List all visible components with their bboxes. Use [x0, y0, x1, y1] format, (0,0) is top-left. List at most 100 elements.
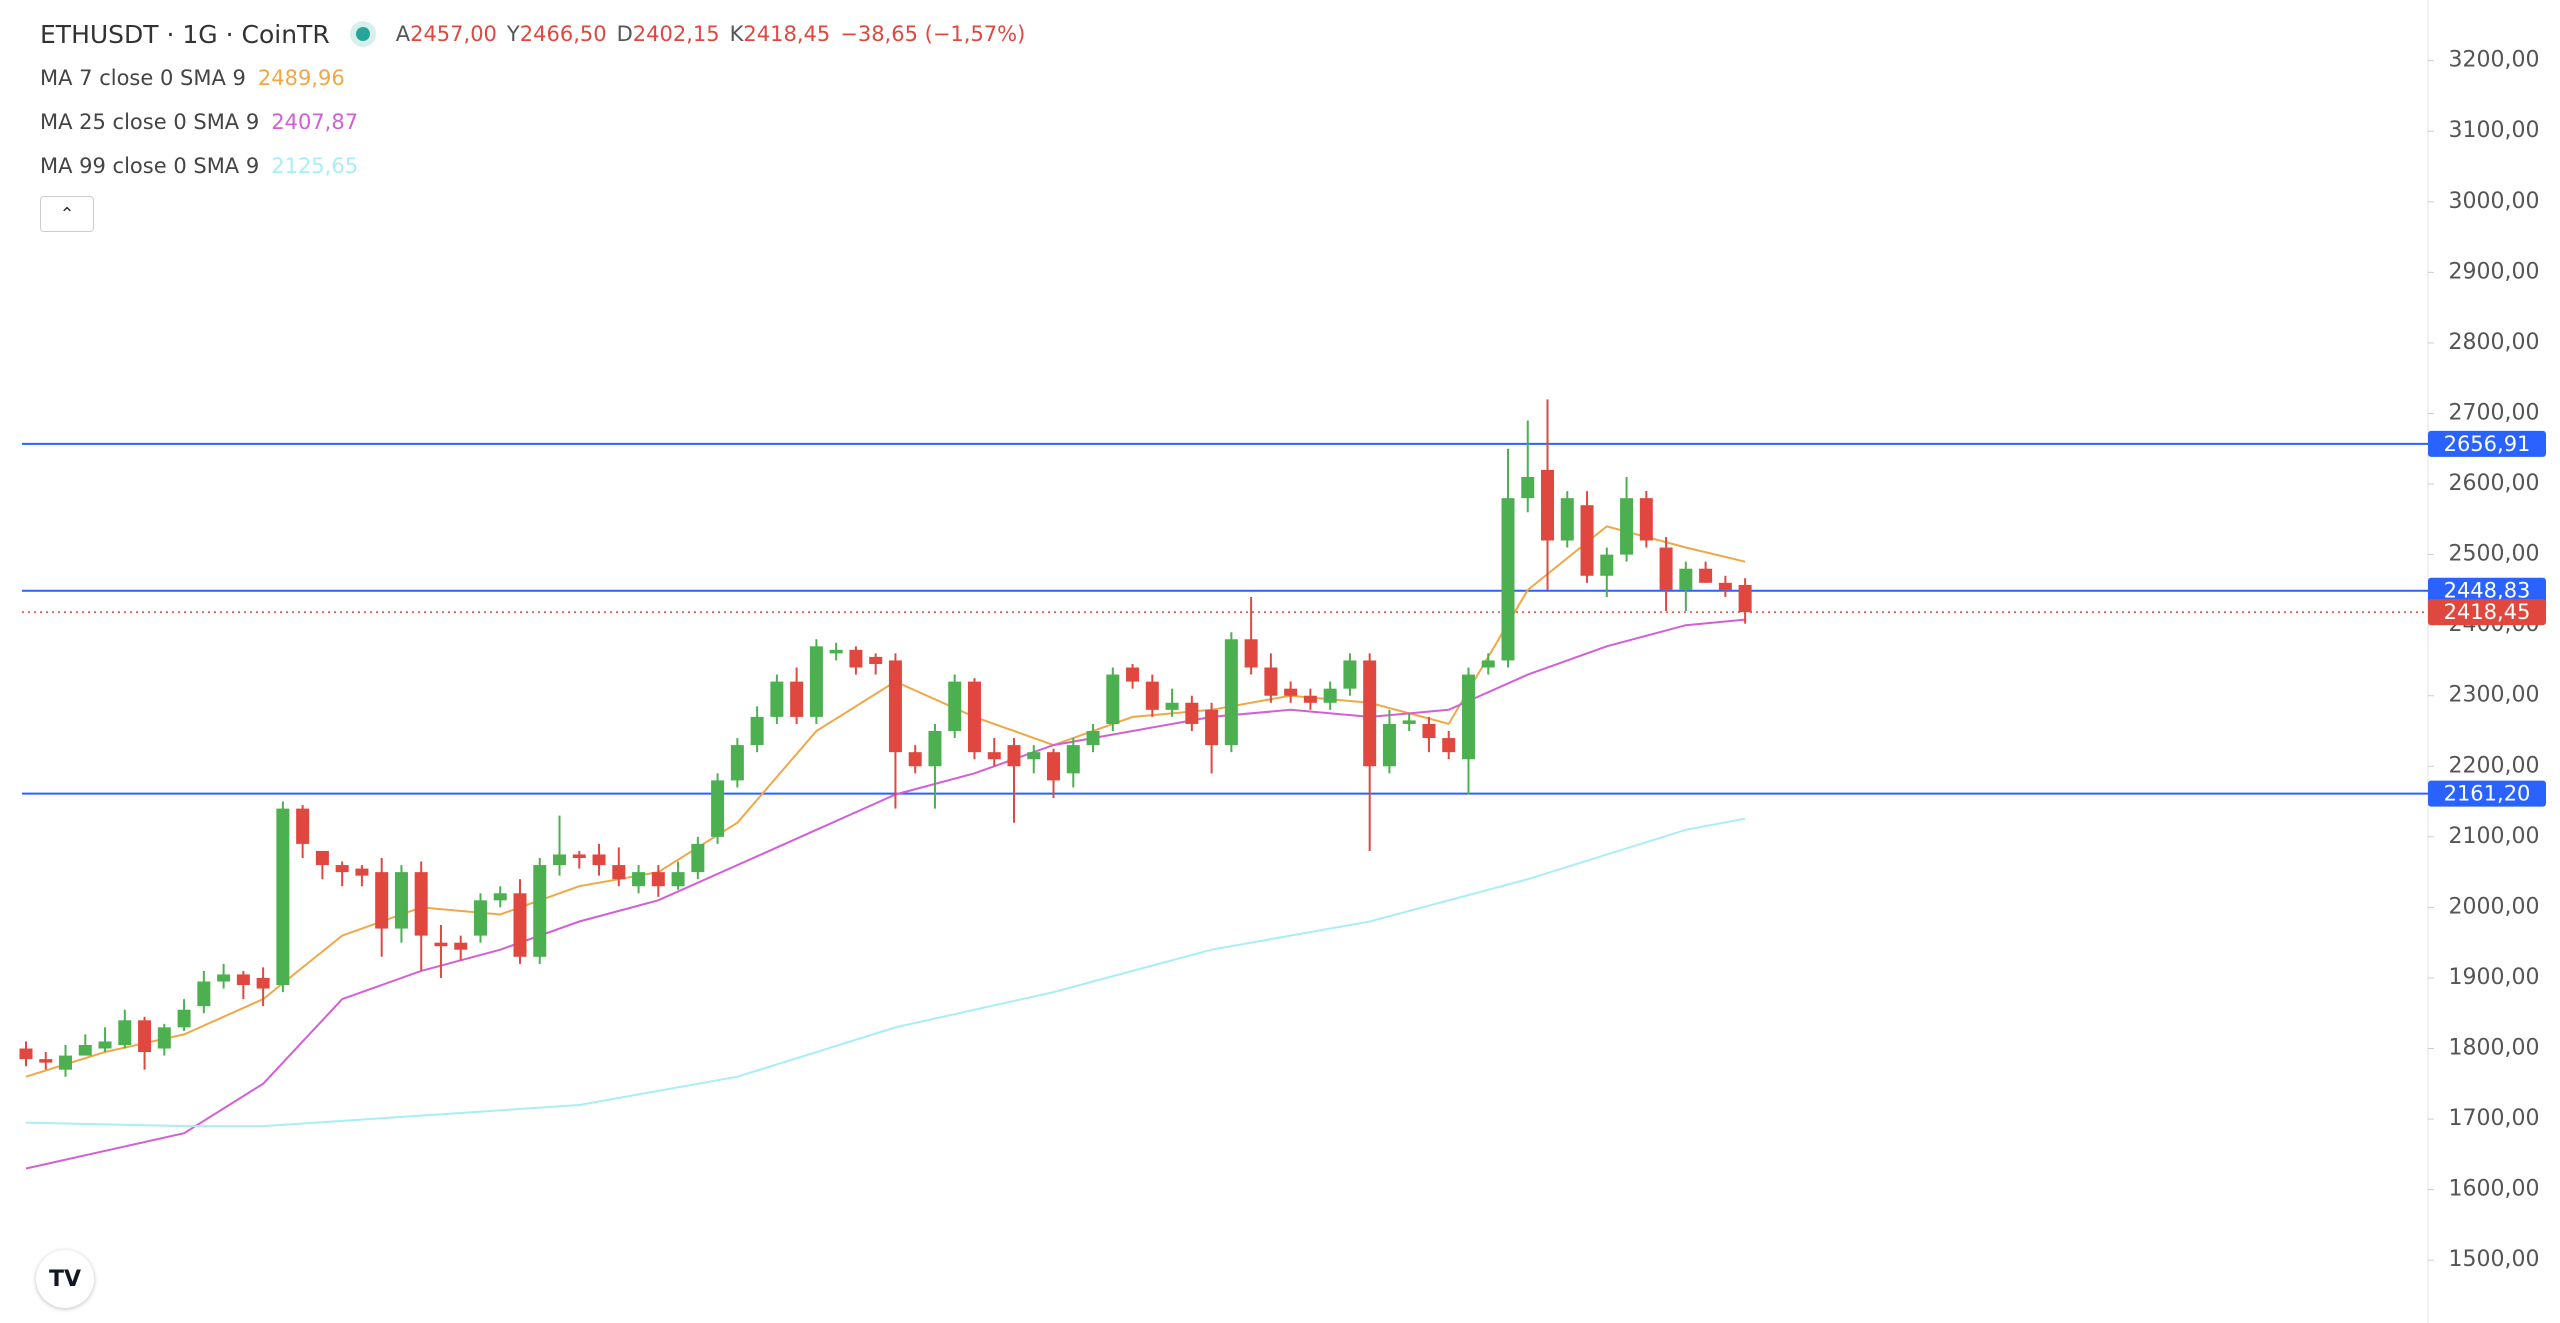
header-row: ETHUSDT · 1G · CoinTR A2457,00 Y2466,50 D2…: [40, 12, 1025, 56]
candle-body: [572, 854, 586, 859]
y-tick-label: 1900,00: [2449, 965, 2540, 990]
ohlc-label: A: [395, 22, 411, 46]
candle-body: [1165, 702, 1179, 710]
ma-line: [25, 525, 1746, 1078]
candle-body: [612, 865, 626, 880]
candle-body: [1679, 568, 1693, 590]
candle-body: [1086, 731, 1100, 746]
price-tag-label: 2448,83: [2444, 579, 2531, 603]
candle-body: [1205, 709, 1219, 746]
candle-body: [730, 745, 744, 781]
candle-body: [1639, 498, 1653, 541]
price-tag: [2428, 780, 2546, 807]
ohlc-label: K: [729, 22, 744, 46]
ma-name: MA 25 close 0 SMA 9: [40, 110, 260, 134]
candle-body: [513, 893, 527, 957]
y-tick-label: 2100,00: [2449, 824, 2540, 849]
candle-body: [177, 1009, 191, 1028]
candle-body: [948, 681, 962, 732]
candle-body: [1718, 582, 1732, 590]
ohlc-item: Y2466,50: [507, 22, 607, 46]
candle-body: [592, 854, 606, 866]
candle-body: [1323, 688, 1337, 703]
y-tick-label: 2300,00: [2449, 683, 2540, 708]
y-tick-label: 2600,00: [2449, 471, 2540, 496]
y-tick-label: 2800,00: [2449, 330, 2540, 355]
ma-value: 2125,65: [271, 154, 359, 178]
candle-body: [1264, 667, 1278, 696]
candle-body: [533, 865, 547, 957]
candle-body: [770, 681, 784, 717]
candle-body: [790, 681, 804, 717]
ohlc-label: D: [616, 22, 633, 46]
ma-row: MA 99 close 0 SMA 9 2125,65: [40, 144, 1025, 188]
price-tag: [2428, 430, 2546, 457]
candle-body: [1481, 660, 1495, 668]
candle-body: [98, 1041, 112, 1049]
candle-body: [118, 1020, 132, 1045]
ohlc: A2457,00 Y2466,50 D2402,15 K2418,45 −38,65 (…: [396, 22, 1026, 46]
y-tick-label: 3100,00: [2449, 118, 2540, 143]
candle-body: [1580, 505, 1594, 576]
candle-body: [1521, 476, 1535, 499]
candle-body: [493, 893, 507, 901]
candle-body: [454, 942, 468, 950]
y-tick-label: 2200,00: [2449, 753, 2540, 778]
candle-body: [967, 681, 981, 753]
candle-body: [197, 981, 211, 1007]
candle-body: [869, 656, 883, 664]
candle-body: [671, 872, 685, 887]
candle-body: [1145, 681, 1159, 710]
candle-body: [1442, 738, 1456, 753]
candle-body: [1422, 723, 1436, 739]
candle-body: [1659, 547, 1673, 590]
candle-body: [1402, 720, 1416, 724]
ohlc-value: 2457,00: [410, 22, 497, 46]
candle-body: [750, 716, 764, 746]
candle-body: [987, 752, 1001, 760]
candle-body: [1600, 554, 1614, 576]
candle-body: [829, 649, 843, 654]
candle-body: [256, 977, 270, 989]
candle-body: [335, 865, 349, 873]
ohlc-item: A2457,00: [396, 22, 497, 46]
y-tick-label: 1700,00: [2449, 1106, 2540, 1131]
tv-logo[interactable]: TV: [36, 1250, 94, 1308]
candle-body: [39, 1059, 53, 1063]
y-tick-label: 2700,00: [2449, 400, 2540, 425]
candle-body: [78, 1044, 92, 1056]
ohlc-value: 2418,45: [743, 22, 831, 46]
candle-body: [809, 646, 823, 717]
ohlc-value: 2402,15: [632, 22, 720, 46]
price-tag-label: 2161,20: [2444, 782, 2531, 806]
candle-body: [1541, 469, 1555, 541]
candle-body: [1284, 688, 1298, 696]
candle-body: [1343, 660, 1357, 689]
y-tick-label: 1600,00: [2449, 1177, 2540, 1202]
price-tag-label: 2418,45: [2444, 600, 2531, 624]
candle-body: [414, 872, 428, 936]
candle-body: [651, 872, 665, 887]
collapse-button[interactable]: ⌃: [40, 196, 94, 232]
candle-body: [1066, 745, 1080, 774]
y-tick-label: 1800,00: [2449, 1036, 2540, 1061]
legend: ETHUSDT · 1G · CoinTR A2457,00 Y2466,50 D2…: [40, 12, 1025, 232]
candle-body: [1244, 639, 1258, 668]
candle-body: [157, 1027, 171, 1049]
ohlc-item: K2418,45: [730, 22, 831, 46]
candle-body: [691, 843, 705, 873]
candle-body: [394, 872, 408, 929]
candle-body: [217, 974, 231, 982]
candle-body: [1303, 695, 1317, 703]
symbol-title: ETHUSDT · 1G · CoinTR: [40, 19, 330, 49]
candle-body: [1461, 674, 1475, 760]
y-tick-label: 2900,00: [2449, 259, 2540, 284]
candle-body: [849, 649, 863, 668]
candle-body: [1501, 498, 1515, 661]
y-tick-label: 3200,00: [2449, 48, 2540, 73]
candle-body: [375, 872, 389, 929]
price-tag-label: 2656,91: [2444, 432, 2531, 456]
price-tag: [2428, 599, 2546, 626]
